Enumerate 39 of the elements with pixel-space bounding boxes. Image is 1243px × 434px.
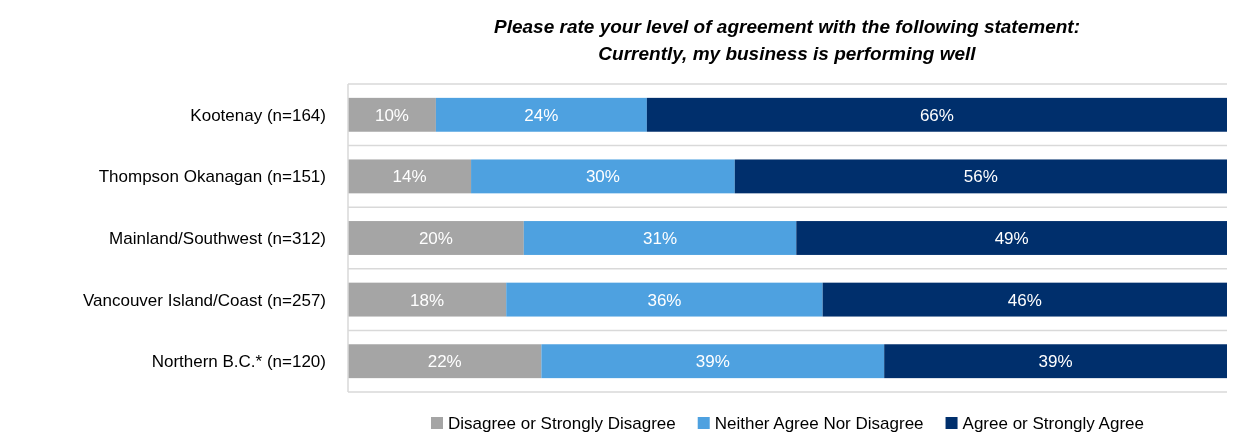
- bar: [348, 344, 542, 379]
- data-label: 20%: [418, 229, 453, 248]
- data-label: 39%: [1038, 352, 1073, 372]
- data-label: 10%: [374, 105, 409, 125]
- y-tick-label: Thompson Okanagan (n=151): [98, 167, 326, 187]
- bar: [435, 97, 647, 132]
- legend-label: Neither Agree Nor Disagree: [714, 414, 924, 433]
- bar: [796, 221, 1227, 255]
- bar: [348, 97, 436, 132]
- bar: [348, 282, 507, 317]
- y-tick-label: Kootenay (n=164): [190, 105, 326, 125]
- bar: [348, 159, 472, 194]
- data-label: 31%: [643, 229, 678, 248]
- data-label: 24%: [524, 105, 559, 125]
- data-label: 22%: [427, 352, 462, 372]
- bar: [541, 344, 885, 379]
- data-label: 14%: [392, 167, 427, 187]
- bar: [884, 344, 1227, 379]
- y-tick-label: Northern B.C.* (n=120): [151, 352, 326, 372]
- bar: [646, 97, 1227, 132]
- legend-label: Disagree or Strongly Disagree: [448, 414, 676, 433]
- data-label: 39%: [695, 352, 730, 372]
- data-label: 56%: [963, 167, 998, 187]
- chart-title: Please rate your level of agreement with the following statement: Currently, my business is performing well: [494, 16, 1080, 64]
- data-label: 46%: [1007, 290, 1042, 310]
- data-label: 30%: [585, 167, 620, 187]
- data-label: 49%: [994, 229, 1029, 248]
- y-tick-label: Vancouver Island/Coast (n=257): [82, 290, 326, 310]
- legend-label: Agree or Strongly Agree: [962, 414, 1144, 433]
- bar: [734, 159, 1227, 194]
- bar: [822, 282, 1227, 317]
- bar: [471, 159, 735, 194]
- data-label: 66%: [919, 105, 954, 125]
- bar: [348, 221, 524, 255]
- bar: [506, 282, 823, 317]
- y-tick-label: Mainland/Southwest (n=312): [109, 229, 326, 248]
- bar: [523, 221, 797, 255]
- data-label: 18%: [410, 290, 445, 310]
- data-label: 36%: [647, 290, 682, 310]
